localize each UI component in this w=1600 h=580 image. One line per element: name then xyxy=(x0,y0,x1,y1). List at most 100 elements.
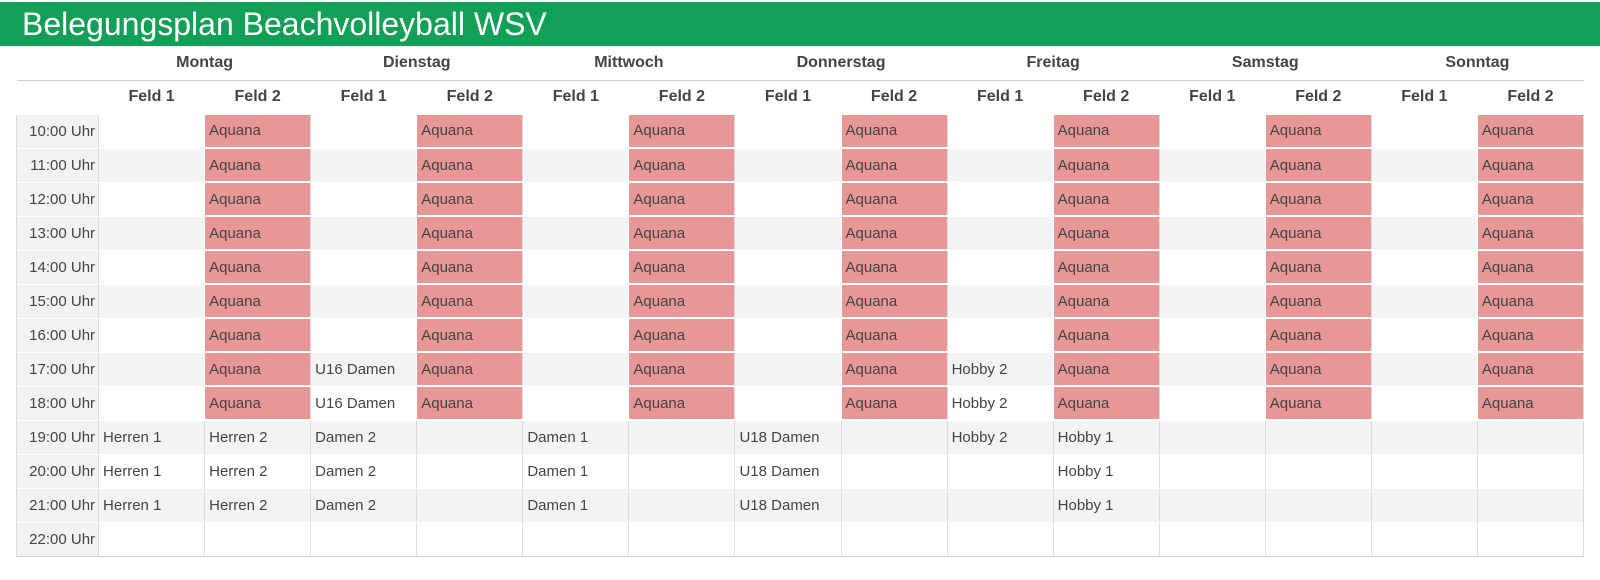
booking-cell: Aquana xyxy=(840,182,948,217)
booking-cell xyxy=(946,182,1054,216)
booking-cell: Aquana xyxy=(840,386,948,421)
booking-cell xyxy=(1158,148,1266,182)
booking-cell xyxy=(840,522,948,557)
booking-cell xyxy=(1370,216,1478,250)
booking-cell: U18 Damen xyxy=(734,420,842,454)
booking-cell xyxy=(1370,182,1478,216)
schedule-table: Montag Dienstag Mittwoch Donnerstag Freitag S… xyxy=(15,46,1585,557)
booking-cell: Herren 1 xyxy=(98,488,205,522)
field-header: Feld 2 xyxy=(1265,80,1372,115)
booking-cell: Hobby 1 xyxy=(1052,420,1160,454)
booking-cell: Aquana xyxy=(628,216,735,251)
booking-cell xyxy=(840,454,948,488)
corner-cell xyxy=(16,46,99,81)
booking-cell: Aquana xyxy=(840,284,948,319)
booking-cell xyxy=(310,216,417,250)
booking-cell xyxy=(98,386,205,420)
booking-cell xyxy=(1370,284,1478,318)
booking-cell xyxy=(628,420,735,454)
booking-cell xyxy=(1158,216,1266,250)
booking-cell xyxy=(734,522,842,557)
booking-cell xyxy=(1370,522,1478,557)
booking-cell: Aquana xyxy=(840,216,948,251)
booking-cell: Damen 2 xyxy=(310,420,417,454)
booking-cell xyxy=(946,488,1054,522)
booking-cell: Aquana xyxy=(840,352,948,387)
time-label: 11:00 Uhr xyxy=(15,148,99,182)
booking-cell: Aquana xyxy=(1052,250,1160,285)
day-header: Donnerstag xyxy=(734,46,948,81)
booking-cell xyxy=(1158,386,1266,420)
booking-cell xyxy=(416,522,523,557)
time-label: 20:00 Uhr xyxy=(15,454,99,488)
booking-cell xyxy=(310,182,417,216)
booking-cell xyxy=(734,250,842,284)
booking-cell xyxy=(522,522,629,557)
booking-cell xyxy=(522,284,629,318)
field-header: Feld 2 xyxy=(841,80,948,115)
booking-cell xyxy=(1370,318,1478,352)
booking-cell: Aquana xyxy=(1476,386,1585,421)
booking-cell: Damen 1 xyxy=(522,420,629,454)
time-label: 22:00 Uhr xyxy=(15,522,99,557)
booking-cell: Aquana xyxy=(1052,386,1160,421)
booking-cell: Aquana xyxy=(628,114,735,149)
field-header: Feld 2 xyxy=(1053,80,1160,115)
booking-cell: Herren 1 xyxy=(98,454,205,488)
booking-cell xyxy=(1158,182,1266,216)
booking-cell: Herren 2 xyxy=(204,420,311,454)
time-label: 21:00 Uhr xyxy=(15,488,99,522)
booking-cell xyxy=(98,250,205,284)
booking-cell xyxy=(1158,352,1266,386)
booking-cell xyxy=(1158,250,1266,284)
booking-cell xyxy=(946,522,1054,557)
booking-cell xyxy=(522,114,629,148)
booking-cell: Aquana xyxy=(1476,216,1585,251)
booking-cell xyxy=(204,522,311,557)
booking-cell: Aquana xyxy=(628,318,735,353)
booking-cell: Herren 2 xyxy=(204,488,311,522)
booking-cell: Aquana xyxy=(628,148,735,183)
booking-cell: Damen 1 xyxy=(522,488,629,522)
field-header: Feld 1 xyxy=(310,80,417,115)
booking-cell: Aquana xyxy=(204,284,311,319)
field-header: Feld 1 xyxy=(1159,80,1266,115)
booking-cell: Aquana xyxy=(1264,114,1372,149)
booking-cell xyxy=(734,352,842,386)
booking-cell xyxy=(1370,114,1478,148)
booking-cell xyxy=(310,250,417,284)
booking-cell: Aquana xyxy=(1052,216,1160,251)
booking-cell xyxy=(840,488,948,522)
time-label: 10:00 Uhr xyxy=(15,114,99,148)
booking-cell xyxy=(310,522,417,557)
day-header: Dienstag xyxy=(310,46,523,81)
booking-cell: Aquana xyxy=(1052,114,1160,149)
booking-cell xyxy=(1370,352,1478,386)
booking-cell: Aquana xyxy=(416,216,523,251)
booking-cell: Herren 2 xyxy=(204,454,311,488)
field-header: Feld 2 xyxy=(1477,80,1584,115)
booking-cell xyxy=(310,318,417,352)
booking-cell: Aquana xyxy=(416,386,523,421)
booking-cell xyxy=(946,454,1054,488)
booking-cell xyxy=(628,488,735,522)
booking-cell: Aquana xyxy=(204,352,311,387)
booking-cell: Aquana xyxy=(416,318,523,353)
booking-cell xyxy=(734,148,842,182)
booking-cell: Aquana xyxy=(1264,318,1372,353)
booking-cell: Hobby 2 xyxy=(946,352,1054,386)
booking-cell xyxy=(840,420,948,454)
day-header: Mittwoch xyxy=(522,46,735,81)
booking-cell xyxy=(310,284,417,318)
booking-cell xyxy=(1370,488,1478,522)
time-slot-row: 10:00 Uhr Aquana Aquana Aquana Aquana Aquana A… xyxy=(15,114,1585,149)
time-slot-row: 20:00 Uhr Herren 1 Herren 2 Damen 2 Damen 1 U… xyxy=(15,454,1585,488)
corner-cell xyxy=(16,80,99,115)
booking-cell: Aquana xyxy=(416,148,523,183)
booking-cell xyxy=(310,148,417,182)
schedule-grid: Montag Dienstag Mittwoch Donnerstag Freitag S… xyxy=(15,46,1585,557)
booking-cell xyxy=(1370,420,1478,454)
booking-cell xyxy=(1264,522,1372,557)
booking-cell xyxy=(734,114,842,148)
booking-cell: Aquana xyxy=(1264,284,1372,319)
